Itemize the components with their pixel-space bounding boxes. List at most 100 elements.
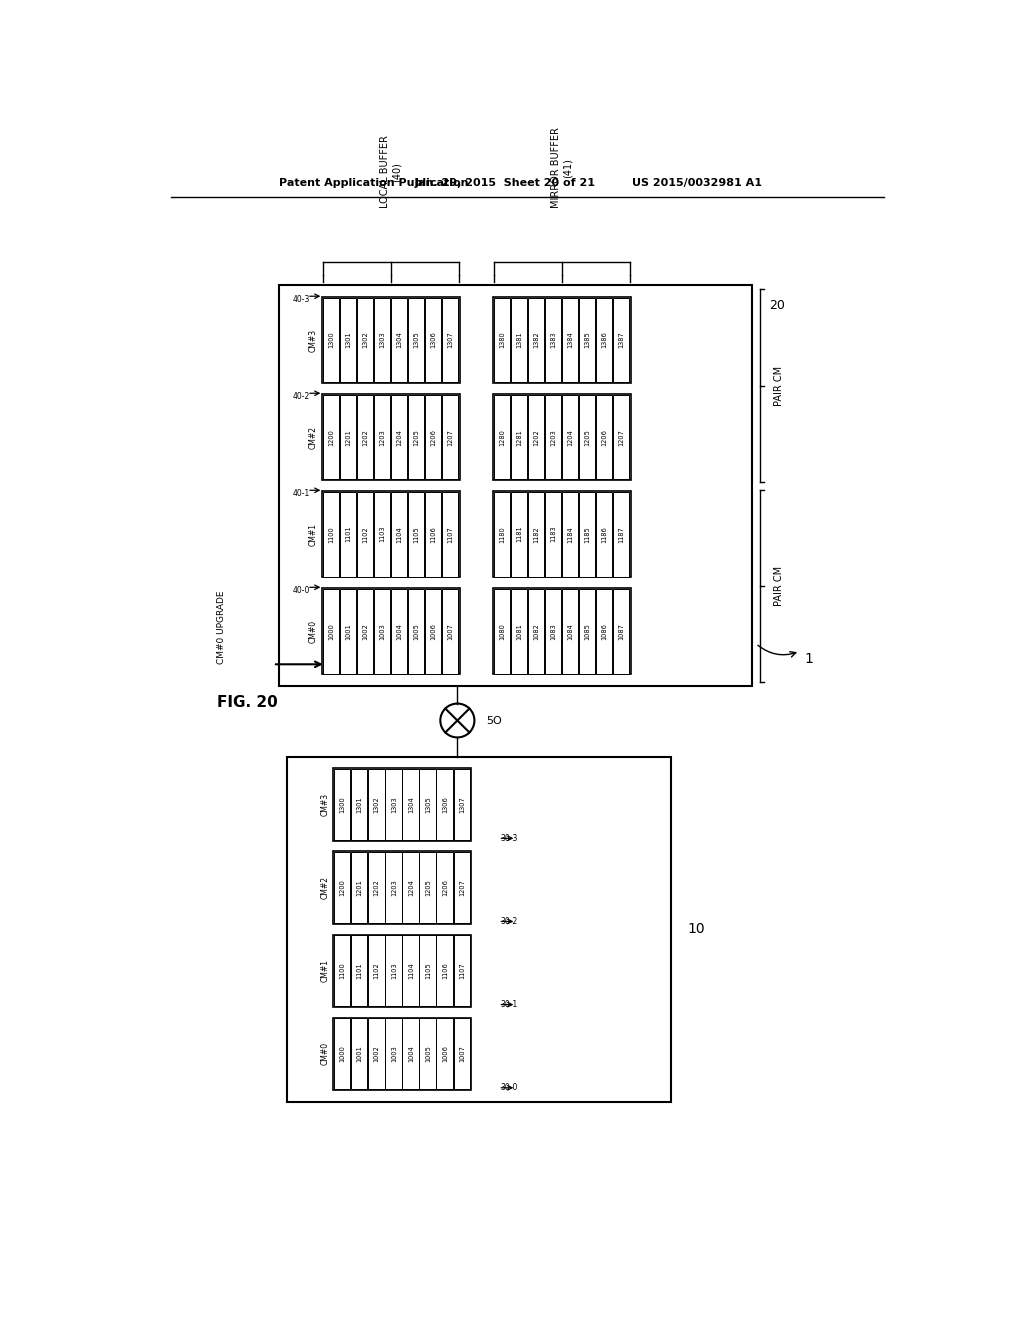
Text: Patent Application Publication: Patent Application Publication — [280, 178, 469, 187]
Bar — [425, 298, 441, 383]
Bar — [436, 1019, 453, 1089]
Bar — [322, 589, 460, 675]
Bar — [356, 395, 373, 479]
Text: 1002: 1002 — [362, 623, 369, 640]
Bar — [369, 1019, 385, 1089]
Bar — [493, 589, 631, 675]
Text: 1080: 1080 — [500, 623, 505, 640]
Bar — [420, 770, 435, 840]
Bar — [562, 589, 579, 673]
Text: 1307: 1307 — [447, 331, 454, 348]
Bar — [528, 492, 544, 577]
Bar — [334, 1019, 350, 1089]
Text: 40-0: 40-0 — [292, 586, 309, 595]
Text: LOCAL BUFFER
(40): LOCAL BUFFER (40) — [380, 136, 401, 209]
Bar — [528, 298, 544, 383]
Bar — [511, 298, 527, 383]
Text: 1104: 1104 — [396, 525, 402, 543]
Bar — [323, 395, 339, 479]
Bar — [454, 770, 470, 840]
Bar — [385, 853, 401, 923]
Bar — [442, 298, 458, 383]
Bar — [425, 492, 441, 577]
Text: 1103: 1103 — [391, 962, 397, 979]
Text: 1003: 1003 — [379, 623, 385, 640]
Text: CM#2: CM#2 — [321, 876, 330, 899]
Bar — [545, 589, 561, 673]
Text: 1083: 1083 — [551, 623, 556, 640]
Bar — [579, 298, 595, 383]
Text: 1107: 1107 — [459, 962, 465, 979]
Bar — [494, 492, 510, 577]
Bar — [511, 395, 527, 479]
Text: 1104: 1104 — [408, 962, 414, 979]
Bar — [545, 395, 561, 479]
Text: 1186: 1186 — [602, 525, 607, 543]
Bar — [562, 298, 579, 383]
Text: 1000: 1000 — [328, 623, 334, 640]
Bar — [528, 589, 544, 673]
Bar — [402, 1019, 419, 1089]
Bar — [369, 770, 385, 840]
Bar — [402, 936, 419, 1006]
Text: 1303: 1303 — [391, 796, 397, 813]
Bar — [442, 589, 458, 673]
Text: 1305: 1305 — [425, 796, 431, 813]
Text: 30-0: 30-0 — [501, 1084, 518, 1092]
Text: 1383: 1383 — [551, 331, 556, 348]
Text: 1202: 1202 — [534, 429, 540, 446]
Text: 1185: 1185 — [585, 525, 591, 543]
Text: 1005: 1005 — [425, 1045, 431, 1063]
Text: 1207: 1207 — [618, 429, 625, 446]
Bar — [436, 936, 453, 1006]
Text: 1203: 1203 — [379, 429, 385, 446]
Text: CM#1: CM#1 — [321, 960, 330, 982]
Text: 1301: 1301 — [345, 331, 351, 348]
Bar — [408, 492, 424, 577]
Bar — [408, 395, 424, 479]
Bar — [528, 395, 544, 479]
Text: 1084: 1084 — [567, 623, 573, 640]
Bar — [351, 853, 368, 923]
Text: CM#3: CM#3 — [321, 793, 330, 816]
Text: 1101: 1101 — [356, 962, 362, 979]
Text: 1304: 1304 — [408, 796, 414, 813]
Bar — [374, 395, 390, 479]
Bar — [323, 589, 339, 673]
Bar — [391, 395, 407, 479]
Bar — [356, 298, 373, 383]
Text: 1004: 1004 — [408, 1045, 414, 1063]
Bar — [494, 395, 510, 479]
Text: 1386: 1386 — [602, 331, 607, 348]
Text: 10: 10 — [687, 923, 706, 936]
Text: 1001: 1001 — [356, 1045, 362, 1063]
Bar — [356, 589, 373, 673]
Text: MIRROR BUFFER
(41): MIRROR BUFFER (41) — [551, 128, 572, 209]
Text: 1202: 1202 — [374, 879, 380, 896]
Text: 1280: 1280 — [500, 429, 505, 446]
Bar — [402, 770, 419, 840]
Bar — [493, 491, 631, 577]
Text: 1201: 1201 — [345, 429, 351, 446]
Bar — [613, 589, 630, 673]
Bar — [511, 492, 527, 577]
Bar — [562, 492, 579, 577]
Bar — [425, 395, 441, 479]
Bar — [511, 589, 527, 673]
Text: 1006: 1006 — [430, 623, 436, 640]
Text: 1204: 1204 — [408, 879, 414, 896]
Text: 1381: 1381 — [516, 331, 522, 348]
Text: 1205: 1205 — [585, 429, 591, 446]
Bar — [408, 589, 424, 673]
Text: 1207: 1207 — [447, 429, 454, 446]
Bar — [385, 770, 401, 840]
Text: 1187: 1187 — [618, 525, 625, 543]
Bar — [334, 770, 350, 840]
Bar — [408, 298, 424, 383]
Text: 1302: 1302 — [374, 796, 380, 813]
Bar — [436, 770, 453, 840]
Bar — [334, 768, 471, 841]
Text: 1384: 1384 — [567, 331, 573, 348]
Text: 1205: 1205 — [414, 429, 419, 446]
Text: 1107: 1107 — [447, 525, 454, 543]
